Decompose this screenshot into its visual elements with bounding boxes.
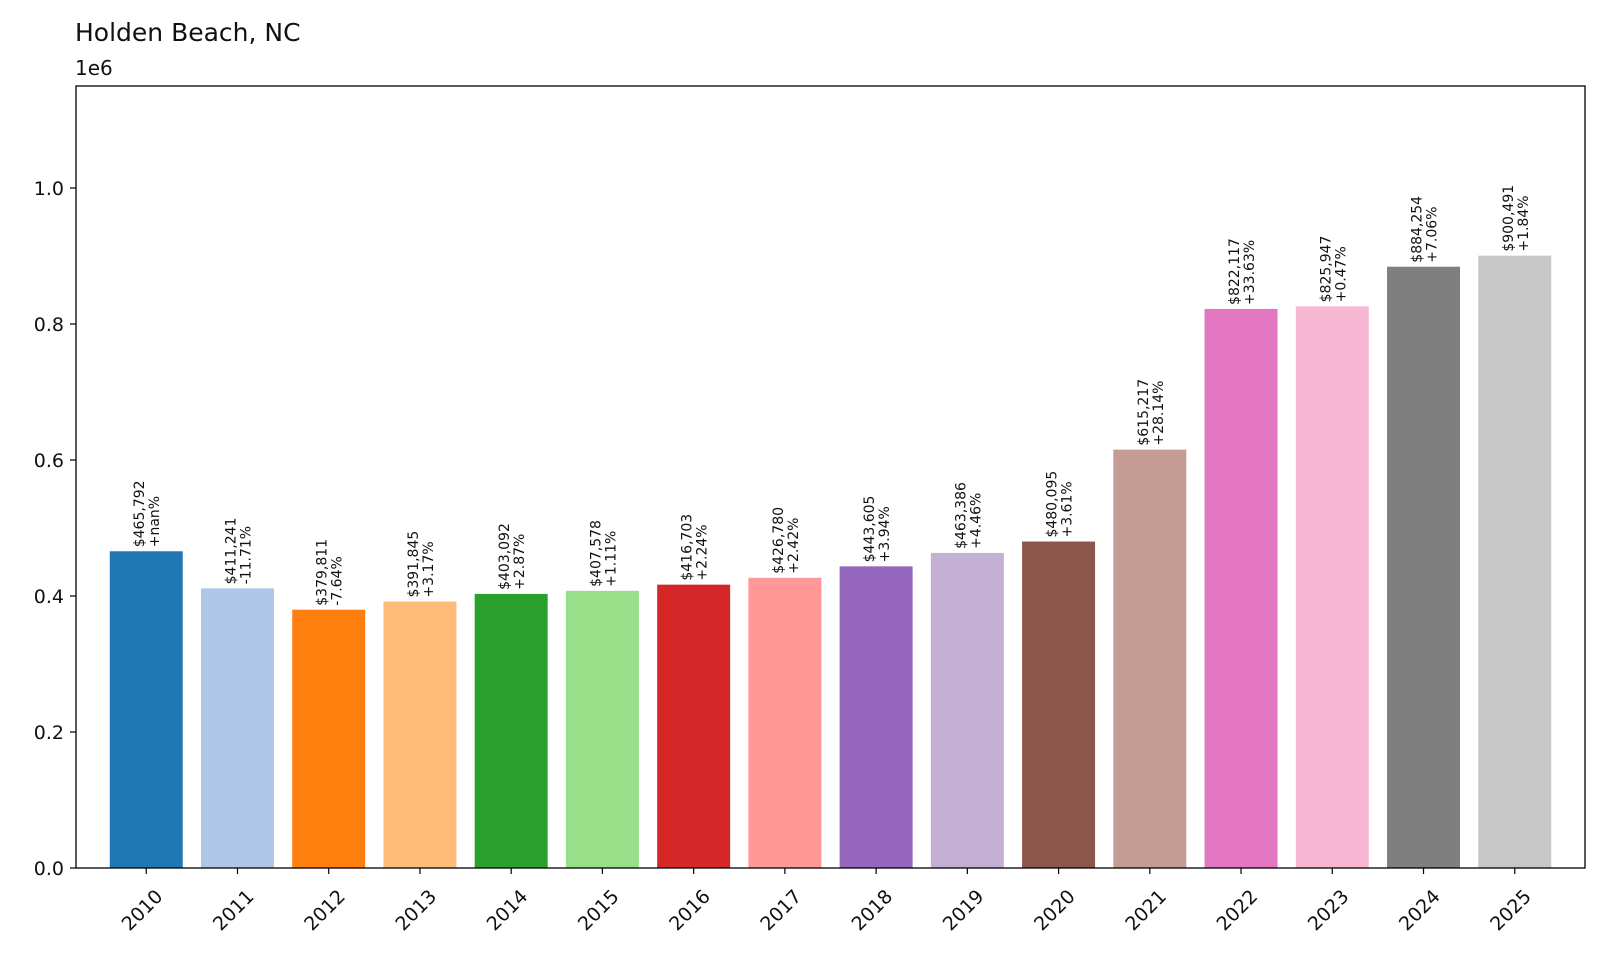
change-label: -11.71% — [238, 526, 254, 584]
bar-label-2017: $426,780+2.42% — [771, 507, 802, 574]
change-label: +3.17% — [421, 541, 437, 597]
plot-frame — [75, 85, 1586, 869]
bar-label-2014: $403,092+2.87% — [497, 523, 528, 590]
y-tick-label: 0.6 — [34, 450, 64, 472]
x-tick-label-2018: 2018 — [848, 886, 898, 936]
value-label: $379,811 — [315, 539, 331, 606]
value-label: $411,241 — [223, 518, 239, 585]
y-tick-label: 0.0 — [34, 858, 64, 880]
bar-2015 — [565, 590, 639, 868]
bar-2020 — [1022, 541, 1096, 868]
y-tick-label: 0.8 — [34, 314, 64, 336]
x-tick-label-2013: 2013 — [391, 886, 441, 936]
bar-label-2015: $407,578+1.11% — [588, 520, 619, 587]
value-label: $416,703 — [680, 514, 696, 581]
value-label: $465,792 — [132, 480, 148, 547]
value-label: $825,947 — [1318, 236, 1334, 303]
bar-label-2024: $884,254+7.06% — [1410, 196, 1441, 263]
bar-2014 — [474, 593, 548, 868]
x-tick-label-2022: 2022 — [1212, 886, 1262, 936]
x-tick-label-2024: 2024 — [1395, 886, 1445, 936]
bar-label-2013: $391,845+3.17% — [406, 531, 437, 598]
value-label: $884,254 — [1410, 196, 1426, 263]
bar-label-2021: $615,217+28.14% — [1136, 379, 1167, 446]
value-label: $391,845 — [406, 531, 422, 598]
change-label: +2.24% — [695, 524, 711, 580]
x-tick-label-2012: 2012 — [300, 886, 350, 936]
x-tick-label-2023: 2023 — [1304, 886, 1354, 936]
change-label: +1.11% — [603, 531, 619, 587]
x-tick-label-2019: 2019 — [939, 886, 989, 936]
bar-2022 — [1204, 308, 1278, 868]
bar-2012 — [292, 609, 366, 868]
chart-title: Holden Beach, NC — [75, 18, 301, 47]
change-label: +33.63% — [1242, 240, 1258, 305]
change-label: +1.84% — [1516, 195, 1532, 251]
x-tick-label-2011: 2011 — [209, 886, 259, 936]
bar-label-2010: $465,792+nan% — [132, 480, 163, 547]
bar-label-2020: $480,095+3.61% — [1045, 471, 1076, 538]
bar-2023 — [1295, 306, 1369, 868]
change-label: +2.42% — [786, 518, 802, 574]
change-label: +3.61% — [1060, 481, 1076, 537]
bar-2011 — [200, 588, 274, 868]
y-tick-label: 0.4 — [34, 586, 64, 608]
bar-2017 — [748, 577, 822, 868]
bar-label-2019: $463,386+4.46% — [953, 482, 984, 549]
bar-2021 — [1113, 449, 1187, 868]
change-label: +7.06% — [1425, 206, 1441, 262]
x-tick-label-2025: 2025 — [1486, 886, 1536, 936]
x-tick-label-2017: 2017 — [756, 886, 806, 936]
x-tick-label-2010: 2010 — [118, 886, 168, 936]
value-label: $443,605 — [862, 496, 878, 563]
bar-2024 — [1387, 266, 1461, 868]
value-label: $463,386 — [953, 482, 969, 549]
bar-label-2012: $379,811-7.64% — [315, 539, 346, 606]
value-label: $822,117 — [1227, 238, 1243, 305]
value-label: $900,491 — [1501, 185, 1517, 252]
bar-label-2025: $900,491+1.84% — [1501, 185, 1532, 252]
x-tick-label-2015: 2015 — [574, 886, 624, 936]
change-label: +0.47% — [1333, 246, 1349, 302]
value-label: $426,780 — [771, 507, 787, 574]
bar-2013 — [383, 601, 457, 868]
bar-2016 — [657, 584, 731, 868]
bar-2019 — [930, 552, 1004, 868]
change-label: +3.94% — [877, 506, 893, 562]
value-label: $407,578 — [588, 520, 604, 587]
x-tick-label-2016: 2016 — [665, 886, 715, 936]
bar-2018 — [839, 566, 913, 868]
bar-label-2018: $443,605+3.94% — [862, 496, 893, 563]
y-tick-label: 1.0 — [34, 178, 64, 200]
change-label: +nan% — [147, 496, 163, 547]
value-label: $615,217 — [1136, 379, 1152, 446]
bar-label-2023: $825,947+0.47% — [1318, 236, 1349, 303]
change-label: +28.14% — [1151, 381, 1167, 446]
change-label: -7.64% — [330, 556, 346, 606]
bar-label-2022: $822,117+33.63% — [1227, 238, 1258, 305]
value-label: $403,092 — [497, 523, 513, 590]
x-tick-label-2021: 2021 — [1121, 886, 1171, 936]
y-tick-label: 0.2 — [34, 722, 64, 744]
change-label: +2.87% — [512, 534, 528, 590]
bar-2025 — [1478, 255, 1552, 868]
change-label: +4.46% — [968, 493, 984, 549]
y-axis-multiplier: 1e6 — [75, 56, 113, 80]
bar-label-2016: $416,703+2.24% — [680, 514, 711, 581]
bar-label-2011: $411,241-11.71% — [223, 518, 254, 585]
x-tick-label-2020: 2020 — [1030, 886, 1080, 936]
x-tick-label-2014: 2014 — [483, 886, 533, 936]
value-label: $480,095 — [1045, 471, 1061, 538]
bar-2010 — [109, 551, 183, 868]
